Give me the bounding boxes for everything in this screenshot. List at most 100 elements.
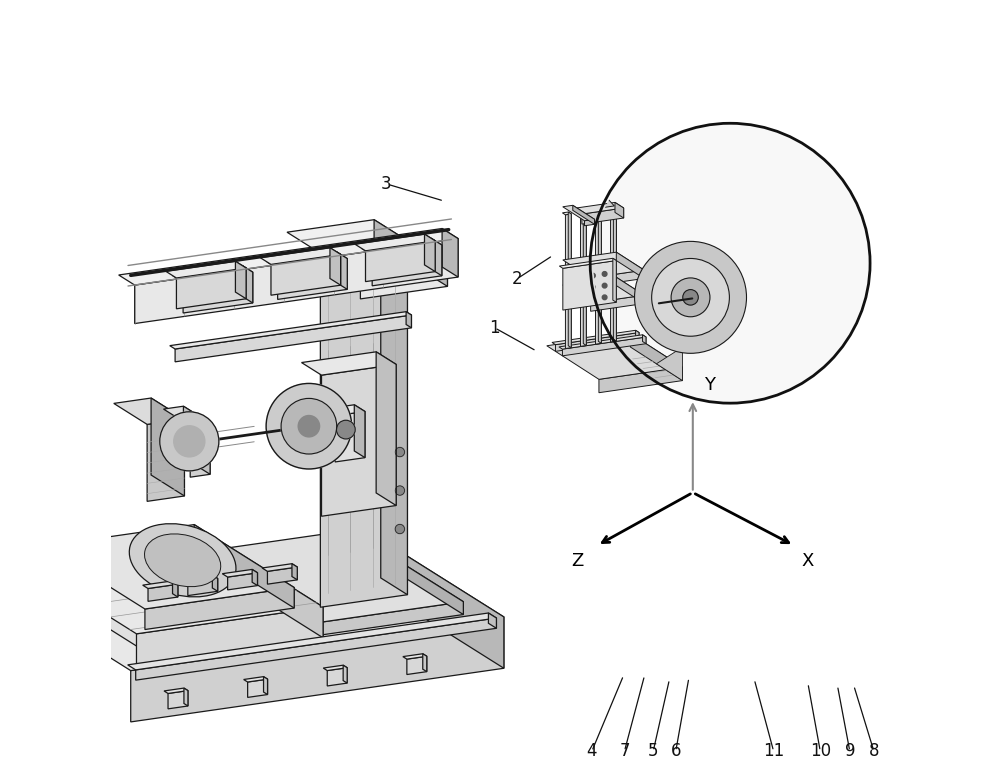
Circle shape bbox=[652, 258, 729, 336]
Text: 4: 4 bbox=[586, 742, 597, 760]
Polygon shape bbox=[135, 239, 458, 323]
Circle shape bbox=[579, 275, 584, 280]
Circle shape bbox=[567, 288, 572, 293]
Polygon shape bbox=[148, 584, 178, 601]
Polygon shape bbox=[323, 666, 347, 670]
Text: X: X bbox=[802, 553, 814, 571]
Polygon shape bbox=[559, 258, 616, 269]
Circle shape bbox=[337, 420, 355, 439]
Polygon shape bbox=[222, 569, 257, 577]
Text: Z: Z bbox=[572, 553, 584, 571]
Polygon shape bbox=[170, 312, 411, 349]
Text: 2: 2 bbox=[512, 270, 522, 288]
Circle shape bbox=[591, 297, 595, 301]
Polygon shape bbox=[184, 688, 188, 706]
Polygon shape bbox=[613, 258, 616, 302]
Text: 9: 9 bbox=[845, 742, 855, 760]
Polygon shape bbox=[559, 335, 646, 349]
Polygon shape bbox=[562, 337, 646, 355]
Circle shape bbox=[298, 416, 320, 437]
Polygon shape bbox=[636, 330, 639, 339]
Polygon shape bbox=[244, 677, 268, 682]
Polygon shape bbox=[573, 205, 595, 224]
Text: 3: 3 bbox=[381, 175, 392, 193]
Polygon shape bbox=[355, 234, 435, 251]
Ellipse shape bbox=[129, 524, 236, 597]
Polygon shape bbox=[335, 412, 365, 462]
Polygon shape bbox=[322, 364, 396, 516]
Polygon shape bbox=[278, 258, 347, 299]
Polygon shape bbox=[350, 530, 463, 615]
Polygon shape bbox=[183, 272, 253, 313]
Circle shape bbox=[635, 241, 747, 353]
Polygon shape bbox=[403, 654, 427, 659]
Text: 10: 10 bbox=[810, 742, 831, 760]
Polygon shape bbox=[131, 617, 504, 722]
Circle shape bbox=[281, 399, 337, 454]
Circle shape bbox=[266, 384, 352, 469]
Polygon shape bbox=[114, 398, 184, 424]
Polygon shape bbox=[248, 679, 268, 698]
Polygon shape bbox=[568, 212, 571, 348]
Circle shape bbox=[567, 300, 572, 305]
Circle shape bbox=[602, 272, 607, 276]
Polygon shape bbox=[27, 530, 463, 648]
Polygon shape bbox=[406, 312, 411, 328]
Text: Y: Y bbox=[704, 376, 715, 394]
Polygon shape bbox=[176, 268, 246, 309]
Circle shape bbox=[395, 525, 405, 534]
Polygon shape bbox=[0, 533, 504, 670]
Polygon shape bbox=[292, 564, 297, 580]
Polygon shape bbox=[164, 688, 188, 694]
Polygon shape bbox=[616, 252, 644, 279]
Polygon shape bbox=[354, 405, 365, 457]
Polygon shape bbox=[442, 229, 458, 277]
Polygon shape bbox=[662, 269, 688, 280]
Text: 1: 1 bbox=[489, 319, 500, 337]
Polygon shape bbox=[424, 234, 435, 272]
Circle shape bbox=[160, 412, 219, 471]
Polygon shape bbox=[267, 252, 347, 269]
Polygon shape bbox=[630, 334, 683, 381]
Circle shape bbox=[590, 123, 870, 403]
Polygon shape bbox=[598, 207, 601, 343]
Circle shape bbox=[602, 295, 607, 300]
Polygon shape bbox=[294, 244, 407, 274]
Polygon shape bbox=[675, 277, 688, 337]
Polygon shape bbox=[584, 219, 595, 226]
Polygon shape bbox=[423, 654, 427, 672]
Polygon shape bbox=[212, 576, 218, 591]
Polygon shape bbox=[264, 677, 268, 695]
Circle shape bbox=[395, 486, 405, 495]
Polygon shape bbox=[182, 576, 218, 583]
Polygon shape bbox=[374, 220, 447, 287]
Text: 8: 8 bbox=[869, 742, 879, 760]
Polygon shape bbox=[555, 333, 639, 352]
Polygon shape bbox=[260, 247, 341, 265]
Polygon shape bbox=[675, 269, 688, 336]
Polygon shape bbox=[136, 607, 323, 665]
Polygon shape bbox=[194, 525, 294, 608]
Text: 7: 7 bbox=[619, 742, 630, 760]
Polygon shape bbox=[188, 579, 218, 596]
Polygon shape bbox=[562, 212, 571, 215]
Polygon shape bbox=[362, 238, 442, 255]
Polygon shape bbox=[372, 245, 442, 286]
Polygon shape bbox=[407, 656, 427, 674]
Polygon shape bbox=[552, 330, 639, 345]
Polygon shape bbox=[242, 265, 253, 303]
Polygon shape bbox=[16, 532, 323, 633]
Polygon shape bbox=[643, 335, 646, 344]
Circle shape bbox=[683, 290, 698, 305]
Circle shape bbox=[602, 283, 607, 288]
Polygon shape bbox=[563, 261, 616, 310]
Polygon shape bbox=[140, 601, 463, 661]
Polygon shape bbox=[583, 210, 586, 345]
Circle shape bbox=[579, 287, 584, 291]
Polygon shape bbox=[302, 352, 396, 375]
Polygon shape bbox=[596, 210, 601, 345]
Polygon shape bbox=[175, 315, 411, 362]
Polygon shape bbox=[324, 405, 365, 416]
Polygon shape bbox=[591, 295, 644, 312]
Polygon shape bbox=[360, 266, 447, 299]
